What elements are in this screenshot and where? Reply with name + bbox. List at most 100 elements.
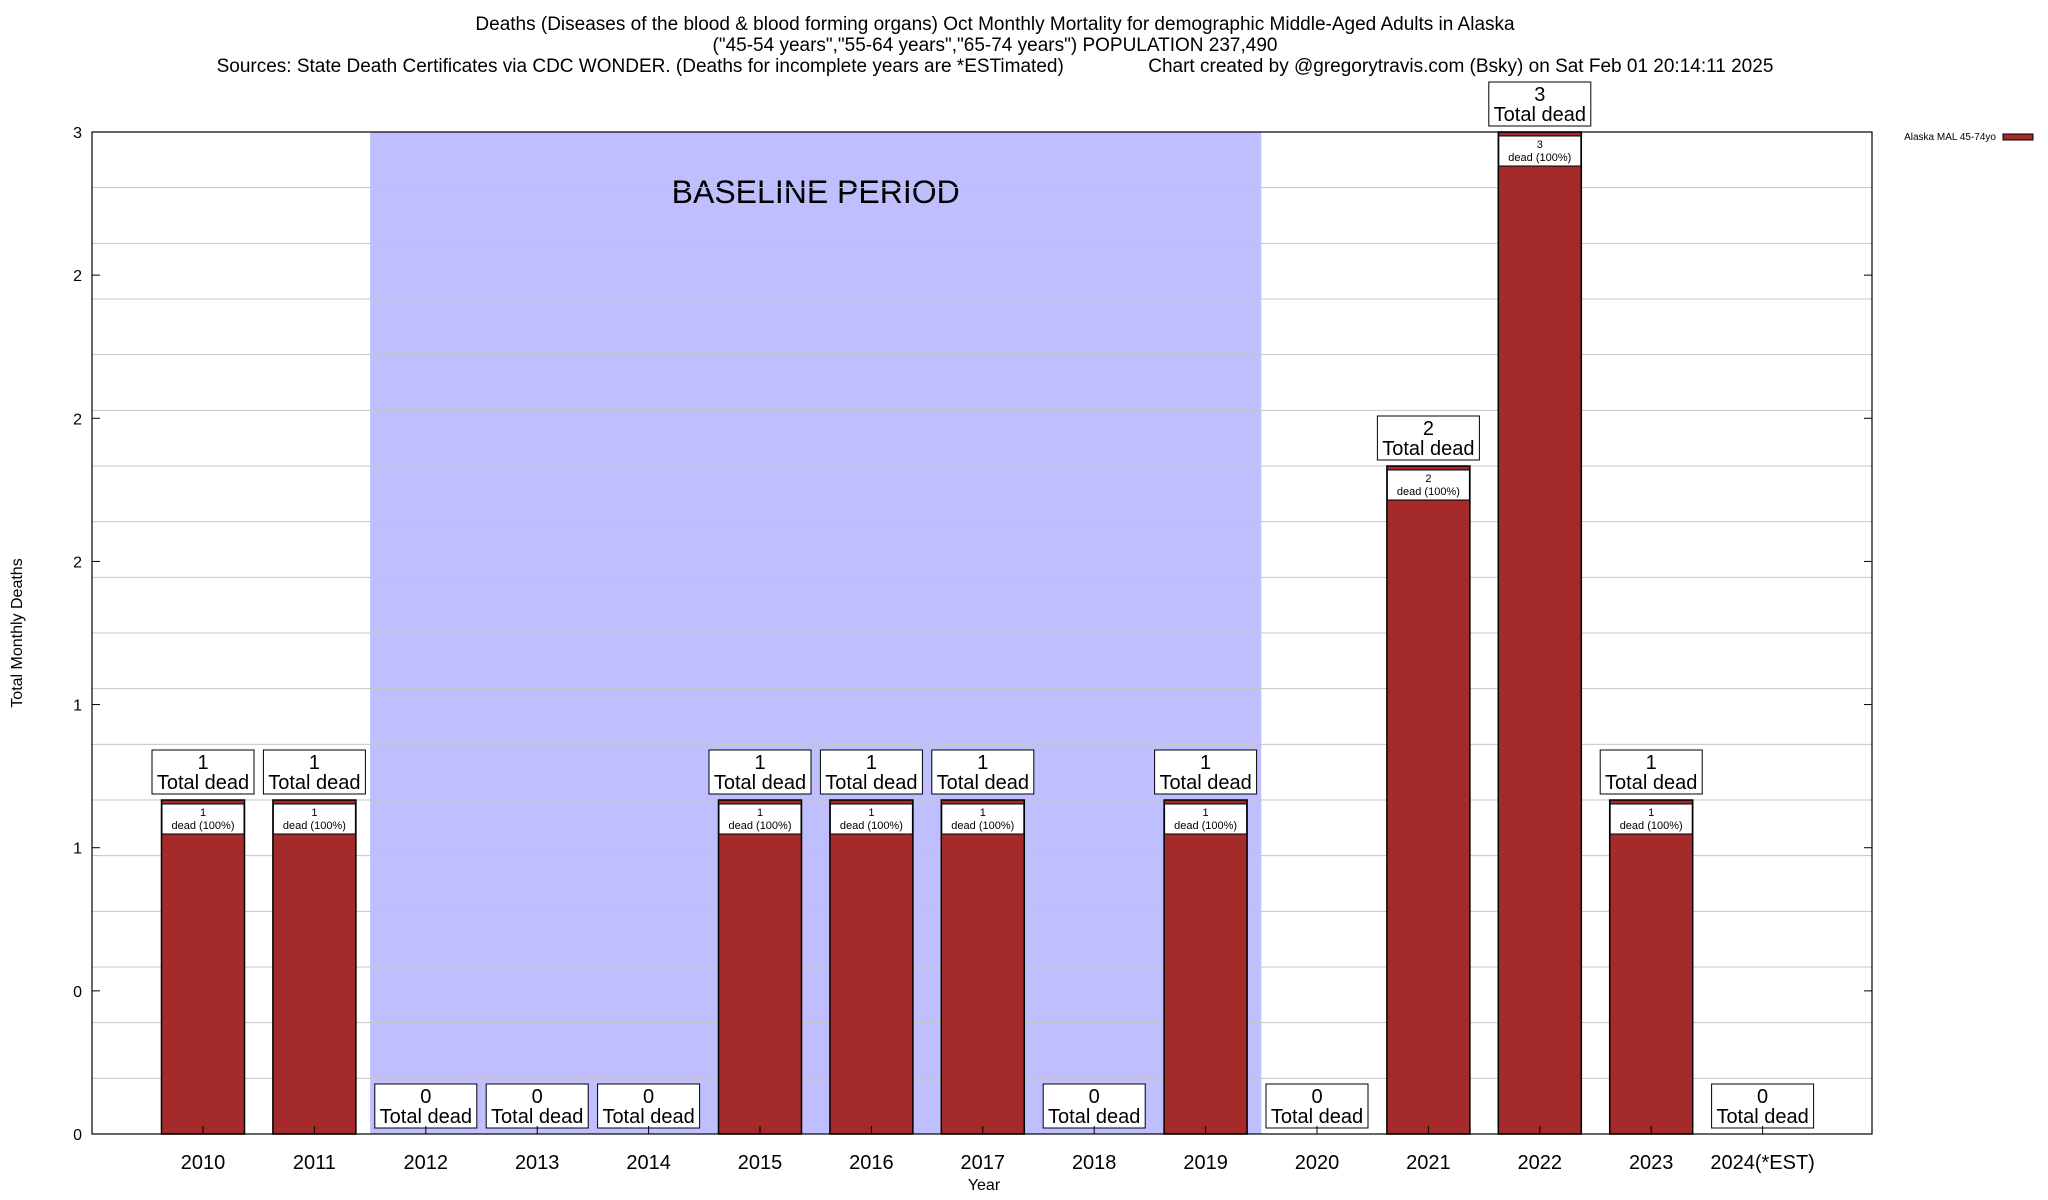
bar-inner-label: dead (100%) (172, 820, 235, 832)
total-label-box (1042, 1083, 1146, 1129)
legend-swatch (2002, 133, 2034, 141)
bar-inner-label-box (1498, 135, 1582, 167)
x-tick-label: 2014 (626, 1152, 671, 1174)
total-label-box (1376, 415, 1480, 461)
total-label: Total dead (714, 772, 806, 794)
x-tick-label: 2010 (181, 1152, 226, 1174)
y-tick-label: 2 (73, 554, 82, 571)
x-axis-label: Year (968, 1177, 1001, 1194)
total-label: Total dead (1159, 772, 1251, 794)
legend-label: Alaska MAL 45-74yo (1904, 132, 1996, 143)
bar-inner-value: 1 (1648, 807, 1654, 819)
total-value: 1 (866, 752, 877, 774)
bar-inner-label-box (272, 803, 356, 835)
x-tick-label: 2013 (515, 1152, 560, 1174)
total-label-box (374, 1083, 478, 1129)
bar (272, 799, 357, 1135)
total-label-box (1154, 749, 1258, 795)
total-value: 0 (1757, 1086, 1768, 1108)
x-tick-label: 2024(*EST) (1710, 1152, 1815, 1174)
total-value: 1 (754, 752, 765, 774)
x-tick-label: 2021 (1406, 1152, 1451, 1174)
total-label: Total dead (1048, 1106, 1140, 1128)
total-label: Total dead (380, 1106, 472, 1128)
total-label: Total dead (937, 772, 1029, 794)
bar (940, 799, 1026, 1135)
total-label: Total dead (1605, 772, 1697, 794)
bar-inner-label: dead (100%) (1397, 486, 1460, 498)
bar (1386, 465, 1471, 1135)
chart-source-line: Sources: State Death Certificates via CD… (216, 56, 1774, 77)
total-label: Total dead (1494, 104, 1586, 126)
y-tick-label: 1 (73, 841, 82, 858)
bar (1608, 799, 1694, 1135)
x-tick-label: 2012 (404, 1152, 449, 1174)
total-label-box (708, 749, 812, 795)
total-label-box (1488, 81, 1592, 127)
bar-inner-label-box (1164, 803, 1248, 835)
bar-inner-label: dead (100%) (1508, 152, 1571, 164)
bar-inner-label: dead (100%) (1620, 820, 1683, 832)
total-label-box (151, 749, 255, 795)
y-tick-label: 0 (73, 984, 82, 1001)
y-axis-label: Total Monthly Deaths (9, 558, 26, 707)
total-value: 3 (1534, 84, 1545, 106)
bar-inner-value: 2 (1425, 473, 1431, 485)
bar-inner-label-box (718, 803, 802, 835)
total-label: Total dead (491, 1106, 583, 1128)
bar-inner-label: dead (100%) (283, 820, 346, 832)
total-value: 1 (977, 752, 988, 774)
plot-frame (91, 131, 1873, 1135)
total-value: 1 (1646, 752, 1657, 774)
baseline-period-label: BASELINE PERIOD (672, 174, 960, 210)
chart-subtitle: ("45-54 years","55-64 years","65-74 year… (712, 35, 1278, 56)
bar-inner-label: dead (100%) (1174, 820, 1237, 832)
total-value: 0 (420, 1086, 431, 1108)
total-label-box (931, 749, 1035, 795)
x-tick-label: 2017 (961, 1152, 1006, 1174)
total-value: 1 (1200, 752, 1211, 774)
bar-inner-value: 1 (311, 807, 317, 819)
total-label-box (1599, 749, 1703, 795)
bar-inner-label: dead (100%) (729, 820, 792, 832)
bar (1163, 799, 1248, 1135)
bar-inner-label-box (941, 803, 1025, 835)
total-value: 1 (309, 752, 320, 774)
y-tick-label: 2 (73, 411, 82, 428)
bar-inner-value: 1 (980, 807, 986, 819)
total-label-box (819, 749, 923, 795)
total-label: Total dead (602, 1106, 694, 1128)
bar-inner-value: 1 (1203, 807, 1209, 819)
bar (160, 799, 246, 1135)
bar-inner-label: dead (100%) (951, 820, 1014, 832)
total-label: Total dead (268, 772, 360, 794)
total-label-box (1711, 1083, 1815, 1129)
total-value: 0 (532, 1086, 543, 1108)
chart-title: Deaths (Diseases of the blood & blood fo… (475, 14, 1515, 35)
x-tick-label: 2022 (1518, 1152, 1563, 1174)
bar-inner-label: dead (100%) (840, 820, 903, 832)
total-label: Total dead (157, 772, 249, 794)
total-value: 0 (643, 1086, 654, 1108)
y-tick-label: 1 (73, 698, 82, 715)
bar-inner-value: 1 (868, 807, 874, 819)
bar-inner-label-box (161, 803, 245, 835)
total-value: 2 (1423, 418, 1434, 440)
total-label-box (262, 749, 366, 795)
x-tick-label: 2019 (1183, 1152, 1228, 1174)
x-tick-label: 2020 (1295, 1152, 1340, 1174)
y-tick-label: 2 (73, 268, 82, 285)
x-tick-label: 2016 (849, 1152, 894, 1174)
x-tick-label: 2011 (293, 1152, 336, 1174)
total-label: Total dead (1271, 1106, 1363, 1128)
y-tick-label: 3 (73, 125, 82, 142)
x-tick-label: 2023 (1629, 1152, 1674, 1174)
x-tick-label: 2018 (1072, 1152, 1117, 1174)
total-value: 0 (1311, 1086, 1322, 1108)
bar-inner-value: 1 (200, 807, 206, 819)
bar-inner-label-box (829, 803, 913, 835)
total-value: 0 (1089, 1086, 1100, 1108)
total-label: Total dead (825, 772, 917, 794)
bar (717, 799, 803, 1135)
